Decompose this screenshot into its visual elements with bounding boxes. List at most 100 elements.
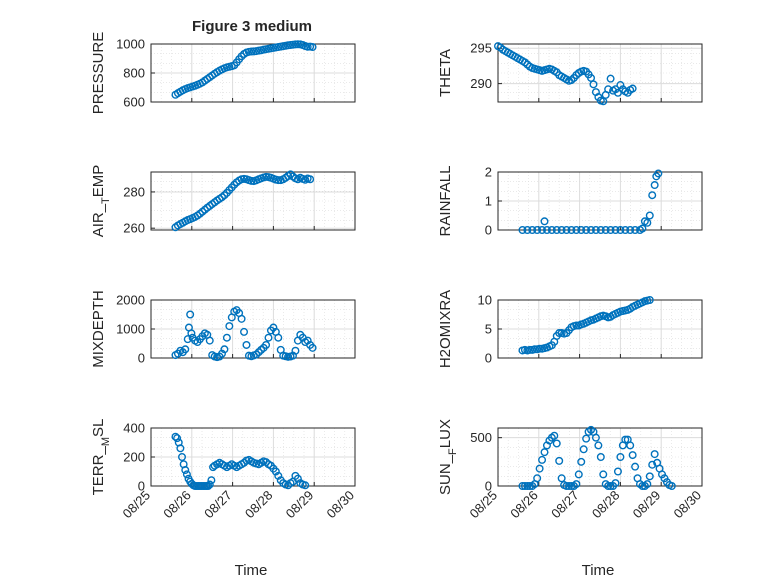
- data-point: [564, 482, 573, 491]
- data-point: [572, 321, 581, 330]
- data-point: [176, 444, 185, 453]
- y-tick-label: 400: [123, 421, 145, 436]
- data-point: [222, 333, 231, 342]
- data-point: [264, 333, 273, 342]
- data-point: [582, 434, 591, 443]
- data-point: [181, 466, 190, 475]
- data-point: [611, 225, 620, 234]
- data-point: [540, 217, 549, 226]
- y-axis-label: TERR_MSL: [90, 419, 112, 496]
- data-point: [538, 455, 547, 464]
- axes-box: [497, 427, 703, 487]
- y-tick-label: 200: [123, 450, 145, 465]
- data-point: [611, 479, 620, 488]
- data-point: [173, 434, 182, 443]
- data-point: [274, 471, 283, 480]
- data-point: [308, 43, 317, 52]
- data-point: [225, 322, 234, 331]
- data-point: [555, 329, 564, 338]
- data-point: [274, 333, 283, 342]
- y-tick-label: 1000: [116, 37, 145, 52]
- data-point: [596, 453, 605, 462]
- data-point: [572, 480, 581, 489]
- data-point: [591, 225, 600, 234]
- figure-title: Figure 3 medium: [192, 18, 312, 35]
- data-point: [252, 350, 261, 359]
- y-axis-label: H2OMIXRA: [437, 290, 454, 368]
- data-point: [306, 175, 315, 184]
- y-axis-label: MIXDEPTH: [90, 290, 107, 368]
- y-tick-label: 800: [123, 66, 145, 81]
- data-point: [547, 225, 556, 234]
- data-point: [269, 323, 278, 332]
- data-point: [616, 81, 625, 90]
- data-point: [643, 480, 652, 489]
- y-tick-label: 0: [485, 351, 492, 366]
- data-point: [577, 225, 586, 234]
- data-point: [621, 435, 630, 444]
- data-point: [542, 225, 551, 234]
- y-tick-label: 1: [485, 194, 492, 209]
- data-point: [181, 345, 190, 354]
- data-point: [628, 451, 637, 460]
- data-point: [555, 456, 564, 465]
- data-point: [518, 482, 527, 491]
- data-point: [643, 218, 652, 227]
- data-point: [301, 481, 310, 490]
- data-point: [601, 225, 610, 234]
- data-point: [606, 74, 615, 83]
- data-point: [604, 482, 613, 491]
- data-point: [220, 345, 229, 354]
- y-tick-label: 280: [123, 184, 145, 199]
- data-point: [587, 225, 596, 234]
- data-point: [550, 431, 559, 440]
- data-point: [293, 474, 302, 483]
- data-point: [525, 345, 534, 354]
- data-point: [599, 470, 608, 479]
- data-point: [557, 474, 566, 483]
- y-tick-label: 2: [485, 165, 492, 180]
- y-axis-label: RAINFALL: [437, 166, 454, 237]
- y-tick-label: 500: [470, 430, 492, 445]
- data-point: [631, 225, 640, 234]
- data-point: [528, 225, 537, 234]
- y-axis-label: PRESSURE: [90, 32, 107, 115]
- x-axis-label: Time: [235, 562, 268, 579]
- data-point: [621, 225, 630, 234]
- data-point: [574, 470, 583, 479]
- subplot-pressure: 600 800 1000 PRESSURE: [90, 32, 356, 115]
- data-point: [186, 310, 195, 319]
- data-point: [567, 482, 576, 491]
- data-point: [254, 348, 263, 357]
- data-point: [535, 344, 544, 353]
- data-point: [577, 457, 586, 466]
- data-point: [262, 340, 271, 349]
- y-tick-label: 290: [470, 76, 492, 91]
- y-tick-label: 295: [470, 41, 492, 56]
- data-point: [594, 441, 603, 450]
- data-point: [308, 343, 317, 352]
- y-tick-label: 0: [138, 479, 145, 494]
- data-point: [562, 225, 571, 234]
- data-point: [628, 84, 637, 93]
- data-point: [579, 445, 588, 454]
- data-point: [645, 472, 654, 481]
- data-point: [237, 52, 246, 61]
- y-tick-label: 1000: [116, 322, 145, 337]
- y-axis-label: THETA: [437, 49, 454, 97]
- y-tick-label: 0: [138, 351, 145, 366]
- data-point: [291, 346, 300, 355]
- data-point: [567, 225, 576, 234]
- y-tick-label: 2000: [116, 293, 145, 308]
- data-point: [217, 349, 226, 358]
- data-point: [540, 448, 549, 457]
- data-point: [648, 460, 657, 469]
- data-point: [535, 464, 544, 473]
- data-point: [626, 441, 635, 450]
- data-point: [557, 225, 566, 234]
- y-tick-label: 0: [485, 479, 492, 494]
- data-point: [552, 225, 561, 234]
- data-point: [171, 432, 180, 441]
- data-point: [274, 176, 283, 185]
- data-point: [530, 345, 539, 354]
